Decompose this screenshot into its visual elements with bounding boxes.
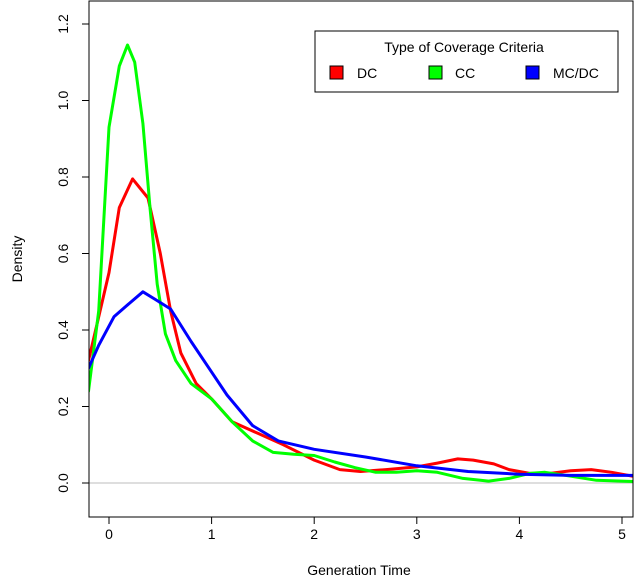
y-tick-label: 1.2 bbox=[55, 14, 71, 34]
legend-swatch-mc-dc bbox=[525, 65, 540, 80]
x-tick-label: 2 bbox=[310, 526, 318, 542]
legend-label-cc: CC bbox=[455, 65, 475, 81]
legend-label-mc-dc: MC/DC bbox=[553, 65, 599, 81]
series-line-mc-dc bbox=[89, 290, 633, 477]
x-tick-label: 0 bbox=[105, 526, 113, 542]
y-axis-label: Density bbox=[9, 236, 25, 283]
legend-label-dc: DC bbox=[357, 65, 377, 81]
legend-swatch-cc bbox=[428, 65, 443, 80]
x-tick-label: 5 bbox=[618, 526, 626, 542]
series-line-cc bbox=[89, 43, 633, 483]
legend-box bbox=[314, 30, 619, 93]
y-tick-label: 0.6 bbox=[55, 244, 71, 264]
y-tick-label: 0.0 bbox=[55, 473, 71, 493]
legend-swatch-dc bbox=[329, 65, 344, 80]
x-tick-label: 1 bbox=[208, 526, 216, 542]
y-tick-label: 1.0 bbox=[55, 91, 71, 111]
plot-frame bbox=[88, 0, 634, 518]
series-line-dc bbox=[89, 177, 633, 478]
y-tick-label: 0.4 bbox=[55, 320, 71, 340]
legend-title: Type of Coverage Criteria bbox=[384, 39, 544, 55]
y-tick-label: 0.8 bbox=[55, 167, 71, 187]
x-tick-label: 4 bbox=[516, 526, 524, 542]
x-tick-label: 3 bbox=[413, 526, 421, 542]
legend: Type of Coverage Criteria DC CC MC/DC bbox=[314, 30, 619, 93]
x-axis-label: Generation Time bbox=[307, 562, 411, 578]
y-tick-label: 0.2 bbox=[55, 397, 71, 417]
